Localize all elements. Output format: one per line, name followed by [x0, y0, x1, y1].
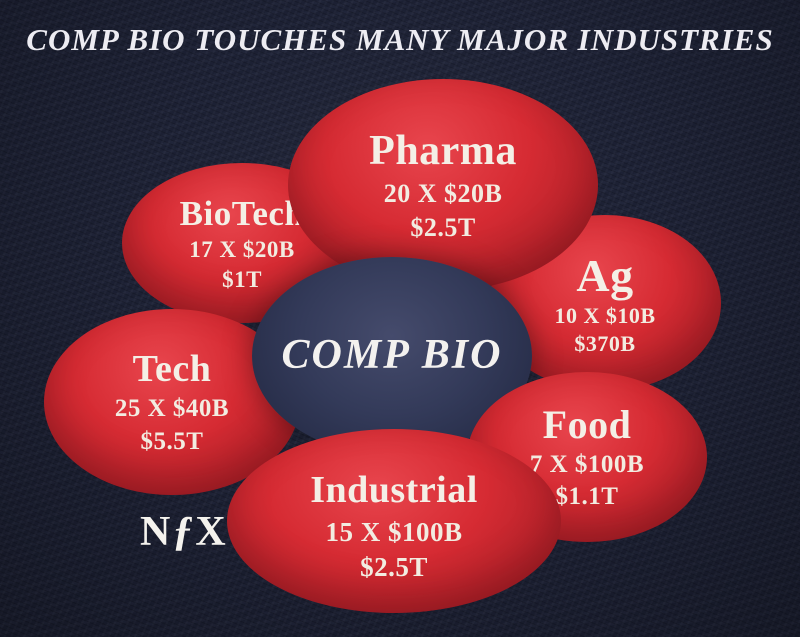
- industry-total-industrial: $2.5T: [360, 552, 428, 583]
- industry-multiple-ag: 10 X $10B: [554, 303, 656, 329]
- industry-label-food: Food: [542, 401, 632, 447]
- bubble-tech: Tech 25 X $40B $5.5T: [44, 309, 300, 495]
- industry-multiple-pharma: 20 X $20B: [383, 179, 503, 209]
- nfx-logo-f: ƒ: [172, 509, 195, 555]
- industry-multiple-industrial: 15 X $100B: [325, 517, 463, 548]
- industry-label-tech: Tech: [132, 347, 212, 390]
- bubble-ag: Ag 10 X $10B $370B: [489, 215, 721, 391]
- page-title: COMP BIO TOUCHES MANY MAJOR INDUSTRIES: [26, 22, 774, 57]
- industry-total-ag: $370B: [574, 330, 636, 356]
- industry-label-pharma: Pharma: [369, 128, 517, 175]
- nfx-logo-x: X: [195, 509, 227, 555]
- industry-multiple-food: 7 X $100B: [529, 451, 645, 479]
- bubble-industrial: Industrial 15 X $100B $2.5T: [227, 429, 561, 613]
- nfx-logo-n: N: [140, 509, 172, 555]
- industry-multiple-tech: 25 X $40B: [114, 395, 230, 423]
- industry-total-food: $1.1T: [555, 483, 619, 511]
- industry-total-biotech: $1T: [222, 266, 262, 292]
- industry-multiple-biotech: 17 X $20B: [189, 236, 295, 262]
- industry-total-pharma: $2.5T: [410, 212, 476, 242]
- bubble-pharma: Pharma 20 X $20B $2.5T: [288, 79, 598, 291]
- industry-total-tech: $5.5T: [140, 428, 204, 456]
- industry-label-ag: Ag: [576, 249, 634, 301]
- industry-label-biotech: BioTech: [179, 193, 305, 233]
- nfx-logo: NƒX: [140, 508, 227, 556]
- center-label: COMP BIO: [281, 332, 503, 379]
- industry-label-industrial: Industrial: [310, 469, 478, 512]
